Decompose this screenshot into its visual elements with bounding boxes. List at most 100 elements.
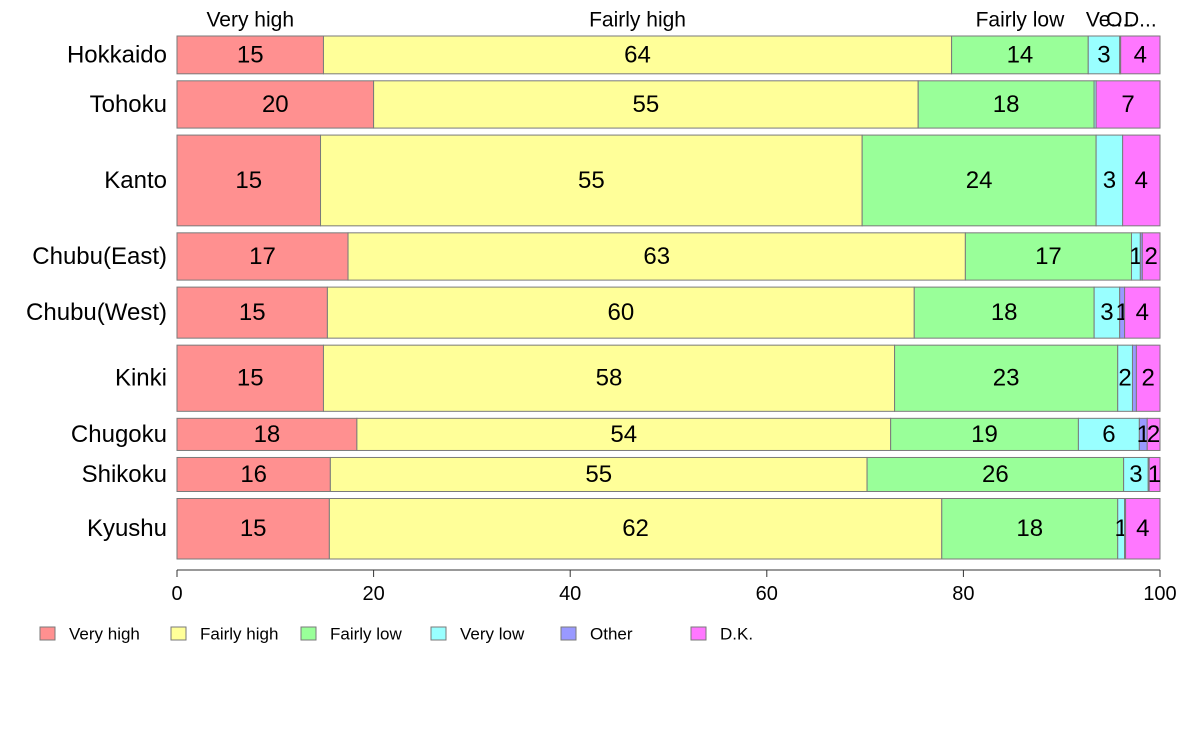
- bar-row-kyushu: 15 62 18 1 4: [176, 497, 1161, 560]
- data-label-chugoku-very-high: 18: [254, 421, 281, 448]
- data-label-kyushu-very-high: 15: [240, 515, 267, 542]
- data-label-chugoku-d-k: 2: [1147, 421, 1160, 448]
- legend-swatch-fairly-low: [300, 626, 317, 641]
- legend-item-very-low: Very low: [430, 625, 525, 644]
- data-label-chubu-east-very-low: 1: [1129, 243, 1142, 270]
- category-label-kanto: Kanto: [104, 167, 167, 194]
- data-label-tohoku-very-high: 20: [262, 91, 289, 118]
- data-label-chubu-west-d-k: 4: [1136, 299, 1149, 326]
- bar-segment-kinki-d-k: [1135, 344, 1161, 412]
- data-label-kyushu-d-k: 4: [1136, 515, 1149, 542]
- x-tick-label-60: 60: [756, 583, 778, 605]
- bar-row-kinki: 15 58 23 2 2: [176, 344, 1161, 412]
- bar-row-hokkaido: 15 64 14 3 4: [176, 35, 1161, 75]
- bar-segment-chubu-west-fairly-high: [326, 286, 915, 339]
- category-label-chugoku: Chugoku: [71, 421, 167, 448]
- bar-segment-tohoku-very-high: [176, 80, 375, 129]
- x-tick-label-20: 20: [362, 583, 384, 605]
- bar-segment-kyushu-d-k: [1125, 497, 1161, 560]
- bar-segment-kinki-very-high: [176, 344, 324, 412]
- category-label-chubu-west: Chubu(West): [26, 299, 167, 326]
- data-label-chubu-west-very-low: 3: [1100, 299, 1113, 326]
- bar-segment-hokkaido-fairly-low: [951, 35, 1089, 75]
- legend-item-other: Other: [560, 625, 633, 644]
- data-label-kinki-d-k: 2: [1142, 365, 1155, 392]
- bar-segment-shikoku-fairly-high: [329, 456, 868, 492]
- legend-item-fairly-low: Fairly low: [300, 625, 403, 644]
- legend-item-very-high: Very high: [39, 625, 140, 644]
- bar-segment-kanto-d-k: [1122, 134, 1161, 227]
- bar-segment-hokkaido-d-k: [1120, 35, 1161, 75]
- bar-segment-kinki-other: [1131, 344, 1137, 412]
- column-header-fairly-low: Fairly low: [976, 9, 1066, 32]
- bar-segment-shikoku-very-high: [176, 456, 331, 492]
- bars: 15 64 14 3 420 55 18 715 55 24 3 417 63 17 1 215 60 18 3 1 4…: [176, 35, 1161, 560]
- legend-swatch-fairly-high: [170, 626, 187, 641]
- data-label-kanto-very-low: 3: [1103, 167, 1116, 194]
- category-label-hokkaido: Hokkaido: [67, 41, 167, 68]
- legend: Very high Fairly high Fairly low Very low Ot…: [39, 625, 753, 644]
- bar-segment-chubu-west-d-k: [1124, 286, 1161, 339]
- data-label-shikoku-fairly-high: 55: [585, 461, 612, 488]
- column-header-d-k: D...: [1124, 9, 1157, 32]
- data-label-tohoku-fairly-high: 55: [633, 91, 660, 118]
- legend-swatch-very-high: [39, 626, 56, 641]
- category-labels: Hokkaido Tohoku Kanto Chubu(East) Chubu(West…: [26, 41, 167, 542]
- data-label-chubu-west-fairly-high: 60: [607, 299, 634, 326]
- bar-segment-shikoku-d-k: [1148, 456, 1161, 492]
- data-label-shikoku-fairly-low: 26: [982, 461, 1009, 488]
- bar-segment-chubu-east-d-k: [1141, 232, 1161, 281]
- column-header-other: O..: [1106, 9, 1134, 32]
- data-label-kanto-fairly-high: 55: [578, 167, 605, 194]
- data-label-shikoku-very-high: 16: [240, 461, 267, 488]
- data-label-kanto-d-k: 4: [1135, 167, 1148, 194]
- bar-segment-kanto-fairly-low: [861, 134, 1097, 227]
- bar-segment-kyushu-fairly-high: [328, 497, 943, 560]
- data-label-shikoku-d-k: 1: [1148, 461, 1161, 488]
- data-label-chugoku-other: 1: [1137, 421, 1150, 448]
- legend-label-d-k: D.K.: [720, 625, 753, 644]
- data-label-tohoku-fairly-low: 18: [993, 91, 1020, 118]
- bar-segment-hokkaido-very-low: [1087, 35, 1121, 75]
- category-label-kinki: Kinki: [115, 365, 167, 392]
- data-label-hokkaido-very-high: 15: [237, 41, 264, 68]
- bar-segment-kyushu-fairly-low: [941, 497, 1119, 560]
- data-label-hokkaido-fairly-low: 14: [1007, 41, 1034, 68]
- legend-swatch-other: [560, 626, 577, 641]
- legend-swatch-very-low: [430, 626, 447, 641]
- data-label-tohoku-d-k: 7: [1121, 91, 1134, 118]
- data-label-kinki-fairly-low: 23: [993, 365, 1020, 392]
- data-label-chubu-east-very-high: 17: [249, 243, 276, 270]
- bar-segment-kanto-very-high: [176, 134, 322, 227]
- bar-segment-kinki-fairly-high: [322, 344, 896, 412]
- bar-segment-tohoku-fairly-high: [373, 80, 919, 129]
- data-label-chubu-east-d-k: 2: [1144, 243, 1157, 270]
- bar-segment-chugoku-very-high: [176, 417, 358, 451]
- bar-segment-shikoku-fairly-low: [866, 456, 1125, 492]
- data-label-chubu-east-fairly-low: 17: [1035, 243, 1062, 270]
- legend-item-d-k: D.K.: [690, 625, 753, 644]
- category-label-tohoku: Tohoku: [90, 91, 167, 118]
- data-label-chubu-east-fairly-high: 63: [643, 243, 670, 270]
- legend-label-fairly-low: Fairly low: [330, 625, 403, 644]
- bar-segment-chubu-east-fairly-low: [964, 232, 1132, 281]
- column-header-very-low: Ve..: [1086, 9, 1122, 32]
- data-label-kinki-very-high: 15: [237, 365, 264, 392]
- data-label-hokkaido-fairly-high: 64: [624, 41, 651, 68]
- bar-row-chubu-east: 17 63 17 1 2: [176, 232, 1161, 281]
- data-label-kyushu-fairly-low: 18: [1016, 515, 1043, 542]
- data-label-kinki-fairly-high: 58: [596, 365, 623, 392]
- category-label-shikoku: Shikoku: [82, 461, 167, 488]
- bar-segment-kinki-fairly-low: [894, 344, 1119, 412]
- data-label-kinki-very-low: 2: [1118, 365, 1131, 392]
- data-label-kanto-fairly-low: 24: [966, 167, 993, 194]
- bar-segment-shikoku-very-low: [1123, 456, 1149, 492]
- legend-swatch-d-k: [690, 626, 707, 641]
- legend-label-very-low: Very low: [460, 625, 525, 644]
- bar-row-chugoku: 18 54 19 6 12: [176, 417, 1161, 451]
- bar-row-shikoku: 16 55 26 3 1: [176, 456, 1161, 492]
- data-label-chubu-west-very-high: 15: [239, 299, 266, 326]
- bar-segment-kyushu-very-high: [176, 497, 330, 560]
- x-tick-label-0: 0: [171, 583, 182, 605]
